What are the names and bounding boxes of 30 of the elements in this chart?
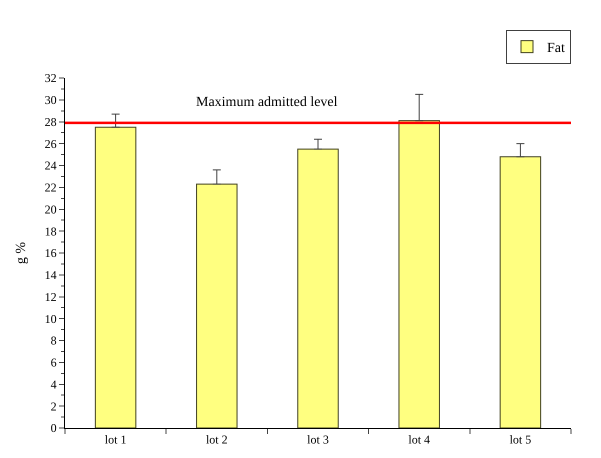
x-tick-label: lot 2 [206, 432, 228, 446]
y-tick-label: 18 [44, 224, 57, 238]
y-tick-label: 30 [44, 93, 57, 108]
bar [398, 120, 440, 428]
x-tick-label: lot 3 [307, 432, 329, 446]
y-axis-title: g % [14, 242, 30, 264]
x-tick-label: lot 1 [104, 432, 126, 446]
y-tick-label: 16 [44, 246, 57, 260]
y-tick-label: 24 [44, 158, 57, 173]
legend-label: Fat [547, 41, 565, 56]
y-tick-label: 28 [44, 114, 57, 129]
y-tick-label: 2 [50, 399, 57, 414]
bar [500, 156, 542, 428]
x-tick-label: lot 5 [510, 432, 532, 446]
bar [196, 184, 238, 428]
bar [297, 148, 339, 428]
y-tick-label: 12 [44, 290, 57, 304]
bar [94, 126, 136, 428]
y-tick-label: 10 [44, 312, 57, 326]
ref-line-label: Maximum admitted level [196, 95, 338, 110]
y-tick-label: 4 [50, 377, 57, 392]
y-tick-label: 20 [44, 202, 57, 216]
x-tick-label: lot 4 [408, 432, 430, 446]
y-tick-label: 0 [50, 421, 57, 436]
y-tick-label: 26 [44, 136, 57, 151]
y-tick-label: 14 [44, 268, 57, 282]
y-tick-label: 32 [44, 71, 57, 86]
y-tick-label: 8 [50, 334, 57, 348]
y-tick-label: 22 [44, 180, 57, 195]
y-tick-label: 6 [50, 356, 57, 370]
